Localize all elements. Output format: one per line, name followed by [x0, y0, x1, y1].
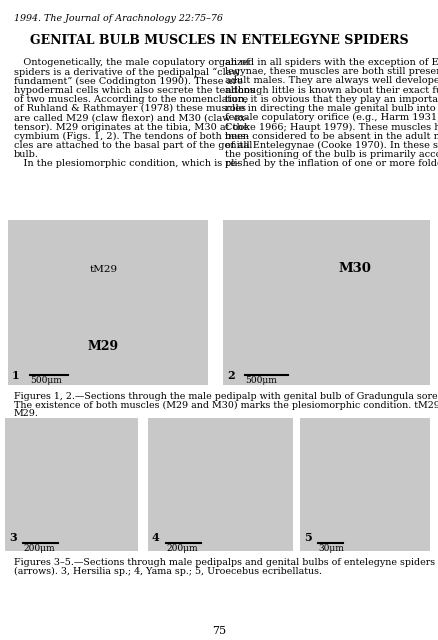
Text: fundament” (see Coddington 1990). These are: fundament” (see Coddington 1990). These …	[14, 76, 243, 86]
Text: 2: 2	[227, 370, 235, 381]
Text: legynae, these muscles are both still present in: legynae, these muscles are both still pr…	[225, 67, 438, 76]
Text: 5: 5	[304, 532, 312, 543]
Text: tM29: tM29	[90, 265, 118, 274]
Text: of two muscles. According to the nomenclature: of two muscles. According to the nomencl…	[14, 95, 248, 104]
Text: Figures 1, 2.—Sections through the male pedipalp with genital bulb of Gradungula: Figures 1, 2.—Sections through the male …	[14, 392, 438, 401]
Text: tion, it is obvious that they play an important: tion, it is obvious that they play an im…	[225, 95, 438, 104]
Text: 200μm: 200μm	[23, 544, 55, 553]
Text: 1: 1	[12, 370, 20, 381]
Text: role in directing the male genital bulb into the: role in directing the male genital bulb …	[225, 104, 438, 113]
Text: are called M29 (claw flexor) and M30 (claw ex-: are called M29 (claw flexor) and M30 (cl…	[14, 113, 248, 122]
Text: The existence of both muscles (M29 and M30) marks the plesiomorphic condition. t: The existence of both muscles (M29 and M…	[14, 401, 438, 410]
Text: M29.: M29.	[14, 409, 39, 418]
Text: cles are attached to the basal part of the genital: cles are attached to the basal part of t…	[14, 141, 252, 150]
Text: hypodermal cells which also secrete the tendons: hypodermal cells which also secrete the …	[14, 86, 255, 95]
Bar	[223, 220, 430, 385]
Text: 75: 75	[212, 626, 226, 636]
Text: plished by the inflation of one or more folded: plished by the inflation of one or more …	[225, 159, 438, 168]
Text: of all Entelegynae (Cooke 1970). In these spiders: of all Entelegynae (Cooke 1970). In thes…	[225, 141, 438, 150]
Text: M29: M29	[88, 340, 119, 353]
Text: 500μm: 500μm	[245, 376, 277, 385]
Bar	[148, 418, 293, 551]
Text: M30: M30	[338, 262, 371, 275]
Text: Ontogenetically, the male copulatory organ of: Ontogenetically, the male copulatory org…	[14, 58, 250, 67]
Text: Figures 3–5.—Sections through male pedipalps and genital bulbs of entelegyne spi: Figures 3–5.—Sections through male pedip…	[14, 558, 438, 567]
Text: In the plesiomorphic condition, which is re-: In the plesiomorphic condition, which is…	[14, 159, 239, 168]
Text: 1994. The Journal of Arachnology 22:75–76: 1994. The Journal of Arachnology 22:75–7…	[14, 14, 223, 23]
Bar	[300, 418, 430, 551]
Text: although little is known about their exact func-: although little is known about their exa…	[225, 86, 438, 95]
Text: female copulatory orifice (e.g., Harm 1931;: female copulatory orifice (e.g., Harm 19…	[225, 113, 438, 122]
Text: tensor). M29 originates at the tibia, M30 at the: tensor). M29 originates at the tibia, M3…	[14, 122, 248, 132]
Bar	[8, 220, 208, 385]
Text: 500μm: 500μm	[30, 376, 62, 385]
Text: been considered to be absent in the adult males: been considered to be absent in the adul…	[225, 132, 438, 141]
Text: Cooke 1966; Haupt 1979). These muscles have: Cooke 1966; Haupt 1979). These muscles h…	[225, 122, 438, 132]
Text: spiders is a derivative of the pedipalpal “claw: spiders is a derivative of the pedipalpa…	[14, 67, 240, 77]
Text: 3: 3	[9, 532, 17, 543]
Text: 4: 4	[152, 532, 160, 543]
Text: of Ruhland & Rathmayer (1978) these muscles: of Ruhland & Rathmayer (1978) these musc…	[14, 104, 246, 113]
Bar	[5, 418, 138, 551]
Text: GENITAL BULB MUSCLES IN ENTELEGYNE SPIDERS: GENITAL BULB MUSCLES IN ENTELEGYNE SPIDE…	[30, 34, 408, 47]
Text: alized in all spiders with the exception of Ente-: alized in all spiders with the exception…	[225, 58, 438, 67]
Text: (arrows). 3, Hersilia sp.; 4, Yama sp.; 5, Uroecebus ecribellatus.: (arrows). 3, Hersilia sp.; 4, Yama sp.; …	[14, 566, 322, 575]
Text: adult males. They are always well developed and,: adult males. They are always well develo…	[225, 76, 438, 85]
Text: 30μm: 30μm	[318, 544, 344, 553]
Text: bulb.: bulb.	[14, 150, 39, 159]
Text: cymbium (Figs. 1, 2). The tendons of both mus-: cymbium (Figs. 1, 2). The tendons of bot…	[14, 132, 249, 141]
Text: the positioning of the bulb is primarily accom-: the positioning of the bulb is primarily…	[225, 150, 438, 159]
Text: 200μm: 200μm	[166, 544, 198, 553]
